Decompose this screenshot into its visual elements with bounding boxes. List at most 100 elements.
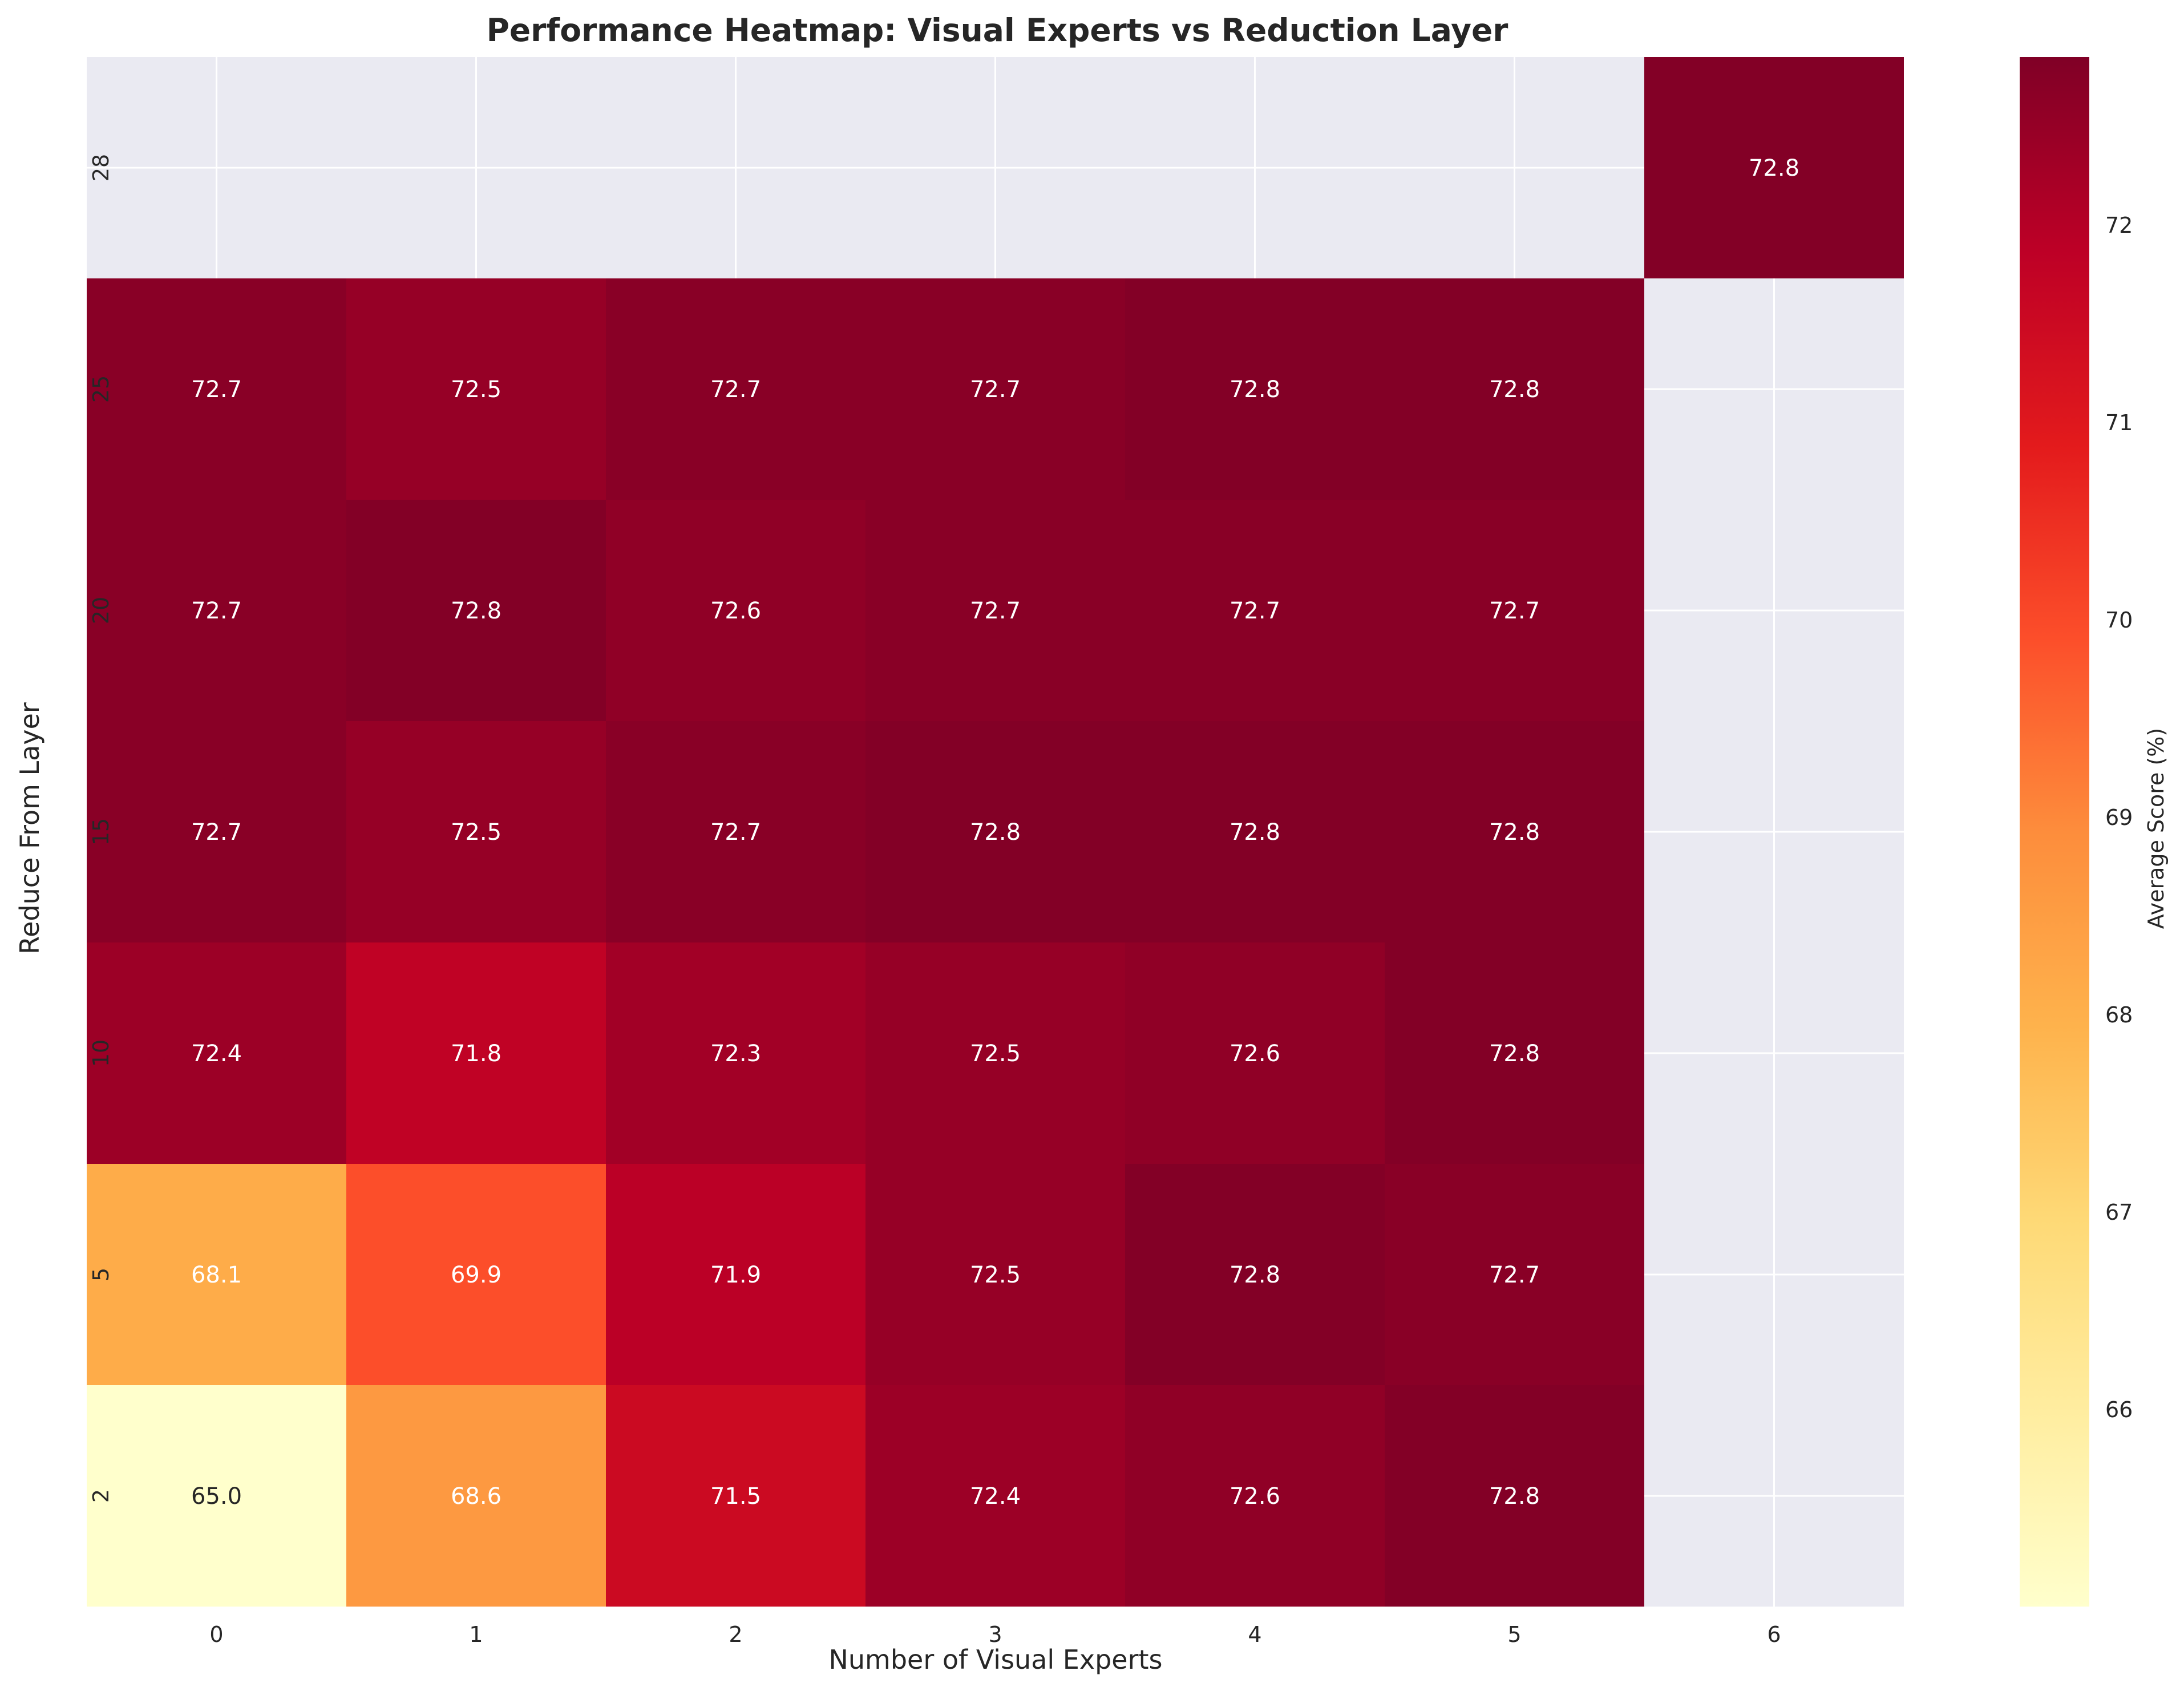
cell-value-label: 71.5 <box>710 1483 761 1510</box>
plot-area: 72.8 72.7 72.5 72.7 72.7 72.8 72.8 72.7 72.8 72.6… <box>87 57 1904 1607</box>
cell-value-label: 72.6 <box>1229 1483 1280 1510</box>
x-tick-label: 5 <box>1507 1622 1521 1647</box>
cell-value-label: 72.6 <box>1229 1041 1280 1067</box>
cell-value-label: 72.7 <box>970 377 1021 403</box>
heatmap-cell <box>1125 500 1385 721</box>
heatmap-cell <box>1385 500 1644 721</box>
y-tick-label: 15 <box>88 818 114 846</box>
heatmap-cell <box>346 1164 606 1385</box>
heatmap-cell <box>346 721 606 942</box>
y-tick-label: 28 <box>88 154 114 181</box>
heatmap-cell <box>865 721 1125 942</box>
y-tick-label: 10 <box>88 1039 114 1067</box>
cell-value-label: 71.8 <box>451 1041 501 1067</box>
heatmap-cell <box>865 278 1125 500</box>
colorbar-tick-label: 67 <box>2105 1200 2133 1225</box>
cell-value-label: 68.1 <box>191 1262 242 1288</box>
heatmap-cell <box>606 1385 865 1607</box>
heatmap-cell <box>1125 1385 1385 1607</box>
x-tick-label: 1 <box>469 1622 483 1647</box>
cell-value-label: 72.8 <box>1749 155 1799 181</box>
cell-value-label: 72.5 <box>451 819 501 846</box>
heatmap-cell <box>606 500 865 721</box>
heatmap-cell <box>865 500 1125 721</box>
heatmap-cell <box>1644 57 1904 278</box>
heatmap-cell <box>346 278 606 500</box>
x-tick-label: 2 <box>729 1622 742 1647</box>
chart-title: Performance Heatmap: Visual Experts vs R… <box>487 12 1508 48</box>
cell-value-label: 72.7 <box>191 598 242 624</box>
heatmap-cell <box>1385 1164 1644 1385</box>
cell-value-label: 72.7 <box>191 819 242 846</box>
heatmap-cell <box>1385 1385 1644 1607</box>
heatmap-cell <box>606 278 865 500</box>
heatmap-cell <box>865 1385 1125 1607</box>
cell-value-label: 72.7 <box>191 377 242 403</box>
colorbar-tick-label: 70 <box>2105 608 2133 633</box>
cell-value-label: 72.7 <box>1489 1262 1540 1288</box>
heatmap-cell <box>1385 721 1644 942</box>
cell-value-label: 72.5 <box>970 1262 1021 1288</box>
cell-value-label: 72.8 <box>1489 1041 1540 1067</box>
cell-value-label: 72.8 <box>970 819 1021 846</box>
colorbar-tick-label: 68 <box>2105 1002 2133 1027</box>
heatmap-cell <box>865 942 1125 1164</box>
y-tick-label: 2 <box>88 1489 114 1503</box>
heatmap-cell <box>1125 721 1385 942</box>
heatmap-cell <box>1385 278 1644 500</box>
heatmap-cell <box>87 1385 346 1607</box>
heatmap-cell <box>1125 1164 1385 1385</box>
colorbar-tick-label: 69 <box>2105 805 2133 830</box>
y-tick-label: 25 <box>88 375 114 403</box>
cell-value-label: 72.8 <box>1489 377 1540 403</box>
heatmap-cell <box>1125 278 1385 500</box>
heatmap-cell <box>87 942 346 1164</box>
heatmap-cell <box>1125 942 1385 1164</box>
y-tick-label: 5 <box>88 1268 114 1281</box>
cell-value-label: 72.6 <box>710 598 761 624</box>
heatmap-cell <box>346 942 606 1164</box>
y-tick-labels: 28 25 20 15 10 5 2 <box>88 154 114 1503</box>
colorbar-gradient <box>2020 57 2089 1607</box>
heatmap-cell <box>87 1164 346 1385</box>
cell-value-label: 72.7 <box>1489 598 1540 624</box>
cell-value-label: 72.4 <box>191 1041 242 1067</box>
heatmap-cell <box>606 721 865 942</box>
colorbar-tick-label: 71 <box>2105 410 2133 435</box>
heatmap-cell <box>346 1385 606 1607</box>
cell-value-label: 72.5 <box>451 377 501 403</box>
x-tick-label: 4 <box>1248 1622 1261 1647</box>
cell-value-label: 65.0 <box>191 1483 242 1510</box>
colorbar: 66 67 68 69 70 71 72 <box>2020 57 2133 1607</box>
heatmap-cell <box>606 942 865 1164</box>
x-tick-label: 3 <box>988 1622 1002 1647</box>
cell-value-label: 72.7 <box>970 598 1021 624</box>
heatmap-cell <box>87 278 346 500</box>
cell-value-label: 72.7 <box>710 377 761 403</box>
cell-value-label: 72.8 <box>1489 1483 1540 1510</box>
cell-value-label: 72.8 <box>1229 377 1280 403</box>
cell-value-label: 68.6 <box>451 1483 501 1510</box>
colorbar-tick-label: 72 <box>2105 213 2133 238</box>
heatmap-cell <box>1385 942 1644 1164</box>
cell-value-label: 72.7 <box>1229 598 1280 624</box>
cell-value-label: 72.5 <box>970 1041 1021 1067</box>
heatmap-cell <box>87 721 346 942</box>
heatmap-cell <box>87 500 346 721</box>
heatmap-cell <box>606 1164 865 1385</box>
x-tick-label: 6 <box>1767 1622 1781 1647</box>
y-axis-label: Reduce From Layer <box>14 702 45 954</box>
colorbar-label: Average Score (%) <box>2143 728 2169 929</box>
x-tick-labels: 0 1 2 3 4 5 6 <box>209 1622 1781 1647</box>
cell-value-label: 72.8 <box>1489 819 1540 846</box>
heatmap-cell <box>865 1164 1125 1385</box>
cell-value-label: 72.8 <box>1229 819 1280 846</box>
cell-value-label: 72.8 <box>451 598 501 624</box>
cell-value-label: 72.4 <box>970 1483 1021 1510</box>
y-tick-label: 20 <box>88 597 114 624</box>
cell-value-label: 69.9 <box>451 1262 501 1288</box>
cell-value-label: 72.7 <box>710 819 761 846</box>
heatmap-cell <box>346 500 606 721</box>
cell-value-label: 72.8 <box>1229 1262 1280 1288</box>
